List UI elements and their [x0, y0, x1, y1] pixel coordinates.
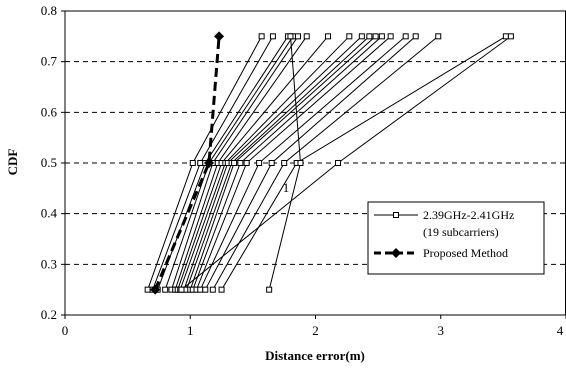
x-tick-label: 0 [62, 323, 69, 338]
subcarrier-marker [231, 160, 238, 166]
subcarrier-marker [144, 286, 151, 293]
proposed-method-line [153, 36, 221, 291]
subcarrier-marker [335, 160, 342, 166]
y-tick-label: 0.4 [41, 206, 58, 221]
y-tick-label: 0.2 [41, 307, 57, 322]
x-tick-label: 3 [438, 323, 445, 338]
subcarrier-marker [294, 33, 301, 40]
x-tick-label: 4 [557, 323, 564, 338]
subcarrier-marker [202, 286, 209, 293]
legend-label-subcarriers-line1: 2.39GHz-2.41GHz [423, 208, 514, 222]
subcarrier-marker [268, 160, 275, 166]
subcarrier-marker [269, 33, 276, 40]
y-tick-label: 0.8 [41, 3, 57, 18]
y-tick-label: 0.5 [41, 155, 57, 170]
subcarrier-marker [435, 33, 442, 40]
y-tick-label: 0.3 [41, 256, 57, 271]
subcarrier-marker [287, 33, 294, 40]
series-layer [144, 31, 514, 295]
subcarrier-marker [358, 33, 365, 40]
y-axis-ticks: 0.2 0.3 0.4 0.5 0.6 0.7 0.8 [41, 3, 65, 322]
subcarrier-marker [237, 160, 244, 166]
y-axis-title: CDF [5, 149, 20, 176]
subcarrier-marker [258, 33, 265, 40]
subcarrier-marker [297, 160, 304, 166]
subcarrier-marker [197, 286, 204, 293]
x-tick-label: 1 [187, 323, 194, 338]
subcarrier-marker [325, 33, 332, 40]
proposed-method-marker [204, 158, 215, 168]
subcarrier-marker [266, 286, 273, 293]
subcarrier-marker [243, 160, 250, 166]
annotation-label: 1 [283, 180, 290, 195]
proposed-method-marker [214, 31, 225, 42]
subcarrier-marker [178, 286, 185, 293]
legend: 2.39GHz-2.41GHz (19 subcarriers) Propose… [367, 201, 545, 275]
legend-marker-diamond [391, 248, 401, 258]
subcarrier-marker [281, 160, 288, 166]
y-tick-label: 0.6 [41, 104, 58, 119]
subcarrier-marker [162, 286, 169, 293]
proposed-method-marker [150, 284, 161, 295]
subcarrier-marker [303, 33, 310, 40]
subcarrier-marker [189, 160, 196, 166]
subcarrier-marker [507, 33, 514, 40]
subcarrier-marker [256, 160, 263, 166]
subcarrier-marker [402, 33, 409, 40]
subcarrier-marker [502, 33, 509, 40]
legend-label-proposed: Proposed Method [423, 246, 508, 260]
subcarrier-marker [218, 286, 225, 293]
subcarrier-marker [412, 33, 419, 40]
legend-label-subcarriers-line2: (19 subcarriers) [423, 225, 499, 239]
legend-marker-square [393, 212, 399, 218]
subcarrier-marker [372, 33, 379, 40]
x-axis-title: Distance error(m) [265, 348, 365, 363]
subcarrier-marker [378, 33, 385, 40]
x-axis-ticks: 0 1 2 3 4 [62, 315, 566, 338]
subcarrier-marker [387, 33, 394, 40]
subcarrier-marker [346, 33, 353, 40]
y-tick-label: 0.7 [41, 54, 58, 69]
subcarrier-marker [366, 33, 373, 40]
subcarrier-marker [209, 286, 216, 293]
x-tick-label: 2 [312, 323, 319, 338]
subcarrier-marker [197, 160, 204, 166]
